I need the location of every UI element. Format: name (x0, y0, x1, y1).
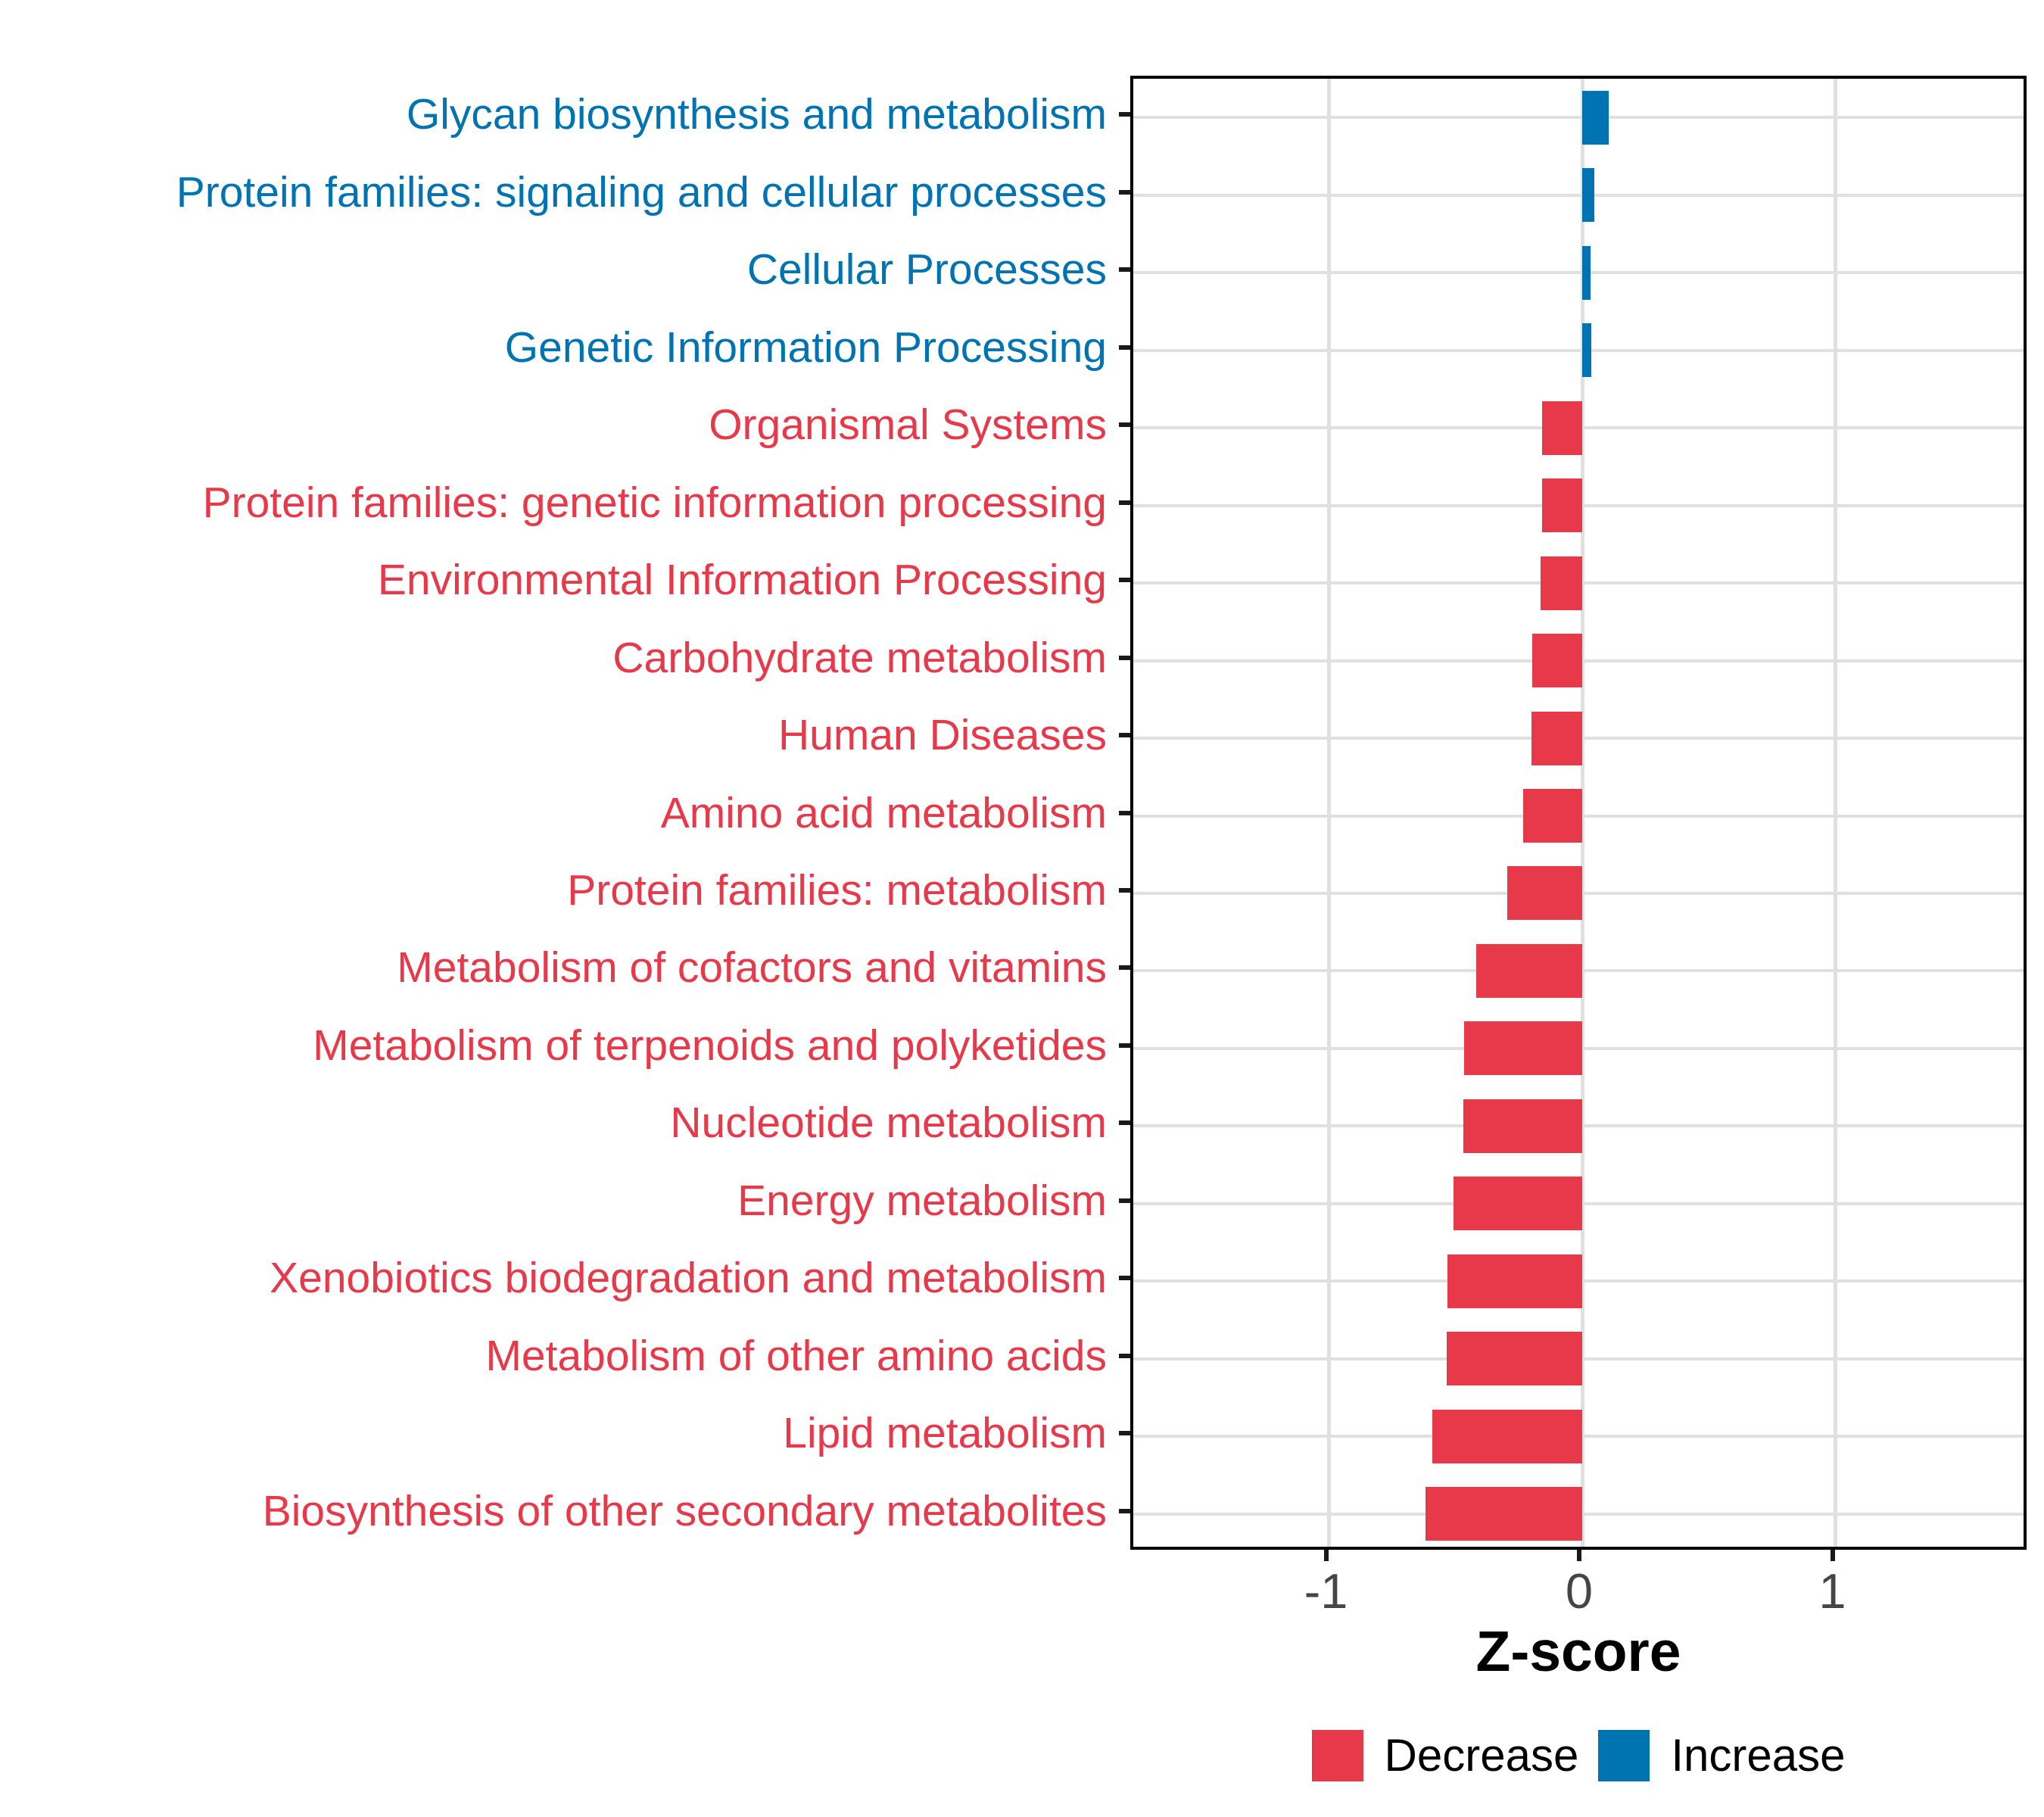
legend-item-increase: Increase (1598, 1729, 1845, 1781)
bar-decrease (1432, 1409, 1582, 1463)
y-axis-tick (1119, 267, 1130, 273)
bar-decrease (1507, 866, 1582, 921)
legend-swatch-decrease (1311, 1729, 1363, 1781)
legend: Decrease Increase (1130, 1729, 2027, 1781)
x-axis-tick (1577, 1550, 1581, 1561)
y-axis-tick (1119, 655, 1130, 660)
y-axis-tick (1119, 1508, 1130, 1513)
y-axis-tick (1119, 189, 1130, 195)
gridline-category (1133, 193, 2024, 197)
gridline-ztick (1834, 79, 1837, 1547)
gridline-ztick (1580, 79, 1584, 1547)
gridline-category (1133, 116, 2024, 120)
category-label: Carbohydrate metabolism (612, 633, 1107, 682)
legend-swatch-increase (1598, 1729, 1650, 1781)
y-axis-tick (1119, 1353, 1130, 1358)
category-label: Amino acid metabolism (660, 788, 1107, 837)
bar-decrease (1523, 789, 1582, 843)
category-label: Environmental Information Processing (377, 556, 1107, 605)
y-axis-tick (1119, 422, 1130, 428)
legend-item-decrease: Decrease (1311, 1729, 1579, 1781)
bar-decrease (1425, 1487, 1582, 1541)
y-axis-tick (1119, 733, 1130, 738)
x-axis-tick (1323, 1550, 1329, 1561)
plot-panel (1130, 76, 2027, 1550)
x-axis-tick (1830, 1550, 1835, 1561)
y-axis-tick (1119, 1198, 1130, 1203)
bar-decrease (1464, 1021, 1582, 1076)
x-axis-tick-label: -1 (1304, 1563, 1348, 1619)
category-label: Protein families: genetic information pr… (202, 478, 1107, 527)
y-axis-tick (1119, 112, 1130, 117)
bar-decrease (1542, 478, 1582, 533)
bar-increase (1582, 323, 1592, 378)
category-label: Glycan biosynthesis and metabolism (406, 90, 1107, 139)
bar-decrease (1541, 556, 1582, 610)
category-label: Protein families: metabolism (567, 865, 1107, 915)
gridline-category (1133, 348, 2024, 352)
bar-decrease (1475, 943, 1582, 998)
category-label: Xenobiotics biodegradation and metabolis… (270, 1254, 1107, 1303)
y-axis-tick (1119, 887, 1130, 893)
bar-decrease (1454, 1177, 1582, 1231)
gridline-category (1133, 271, 2024, 275)
category-label: Human Diseases (777, 711, 1107, 760)
category-label: Energy metabolism (737, 1176, 1107, 1225)
category-label: Genetic Information Processing (504, 323, 1107, 372)
category-label: Metabolism of other amino acids (485, 1331, 1107, 1380)
y-axis-tick (1119, 578, 1130, 583)
gridline-ztick (1327, 79, 1331, 1547)
y-axis-tick (1119, 1276, 1130, 1281)
y-axis-tick (1119, 1431, 1130, 1436)
bar-increase (1582, 90, 1609, 145)
category-label: Metabolism of cofactors and vitamins (397, 943, 1107, 993)
bar-decrease (1531, 711, 1582, 765)
category-label: Metabolism of terpenoids and polyketides (313, 1021, 1107, 1070)
bar-decrease (1447, 1254, 1582, 1308)
bar-decrease (1447, 1332, 1582, 1386)
x-axis-tick-label: 1 (1818, 1563, 1846, 1619)
category-label: Organismal Systems (709, 400, 1107, 450)
bar-increase (1582, 168, 1595, 223)
bar-decrease (1542, 400, 1582, 455)
y-axis-tick (1119, 1043, 1130, 1048)
y-axis-tick (1119, 965, 1130, 971)
category-label: Protein families: signaling and cellular… (176, 167, 1107, 217)
y-axis-tick (1119, 1120, 1130, 1126)
bar-decrease (1463, 1099, 1582, 1153)
bar-increase (1582, 245, 1591, 300)
y-axis-tick (1119, 500, 1130, 505)
category-label: Biosynthesis of other secondary metaboli… (262, 1486, 1107, 1535)
y-axis-tick (1119, 810, 1130, 815)
legend-label-increase: Increase (1671, 1730, 1846, 1781)
category-label: Lipid metabolism (783, 1409, 1107, 1458)
x-axis-title: Z-score (1475, 1619, 1681, 1683)
x-axis-tick-label: 0 (1565, 1563, 1594, 1619)
category-label: Nucleotide metabolism (670, 1099, 1107, 1148)
legend-label-decrease: Decrease (1384, 1730, 1579, 1781)
category-label: Cellular Processes (746, 245, 1107, 295)
bar-decrease (1532, 634, 1582, 688)
y-axis-tick (1119, 344, 1130, 350)
